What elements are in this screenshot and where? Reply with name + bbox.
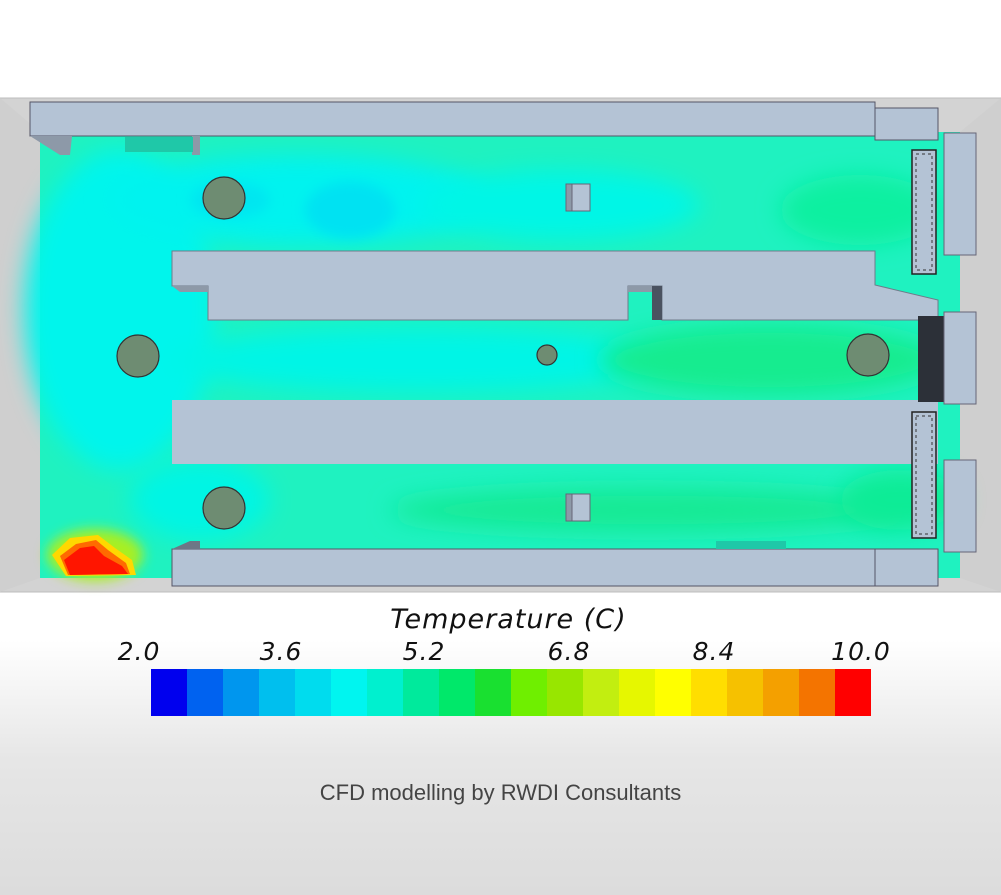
colorbar-swatch <box>367 669 403 716</box>
left-wall-bevel <box>0 98 40 592</box>
colorbar-swatch <box>619 669 655 716</box>
colorbar-swatch <box>403 669 439 716</box>
colorbar-swatch <box>475 669 511 716</box>
colorbar-swatch <box>691 669 727 716</box>
colorbar-swatch <box>223 669 259 716</box>
hot-spot <box>47 529 143 581</box>
legend-tick: 6.8 <box>547 637 591 666</box>
temperature-field <box>25 132 960 581</box>
colorbar-swatch <box>655 669 691 716</box>
top-shelf <box>29 101 939 155</box>
upper-middle-shelf <box>171 250 939 321</box>
temperature-colorbar <box>151 669 871 716</box>
cfd-temperature-plan <box>0 97 1001 593</box>
colorbar-swatch <box>439 669 475 716</box>
colorbar-swatch <box>763 669 799 716</box>
lower-middle-shelf <box>172 400 938 464</box>
colorbar-swatch <box>331 669 367 716</box>
colorbar-swatch <box>151 669 187 716</box>
legend-tick: 10.0 <box>831 637 891 666</box>
colorbar-swatch <box>799 669 835 716</box>
legend-tick: 3.6 <box>259 637 303 666</box>
colorbar-swatch <box>187 669 223 716</box>
colorbar-swatch <box>727 669 763 716</box>
colorbar-swatch <box>295 669 331 716</box>
colorbar-swatch <box>835 669 871 716</box>
colorbar-swatch <box>511 669 547 716</box>
colorbar-swatch <box>583 669 619 716</box>
legend-tick: 8.4 <box>692 637 736 666</box>
colorbar-swatch <box>547 669 583 716</box>
credit-text: CFD modelling by RWDI Consultants <box>319 780 682 805</box>
colorbar-swatch <box>259 669 295 716</box>
legend-tick: 2.0 <box>117 637 161 666</box>
bottom-shelf <box>171 541 939 587</box>
square-posts <box>565 183 591 522</box>
evaporator-units <box>911 132 977 553</box>
legend-title: Temperature (C) <box>390 604 627 635</box>
legend-tick: 5.2 <box>402 637 446 666</box>
columns <box>116 176 890 530</box>
